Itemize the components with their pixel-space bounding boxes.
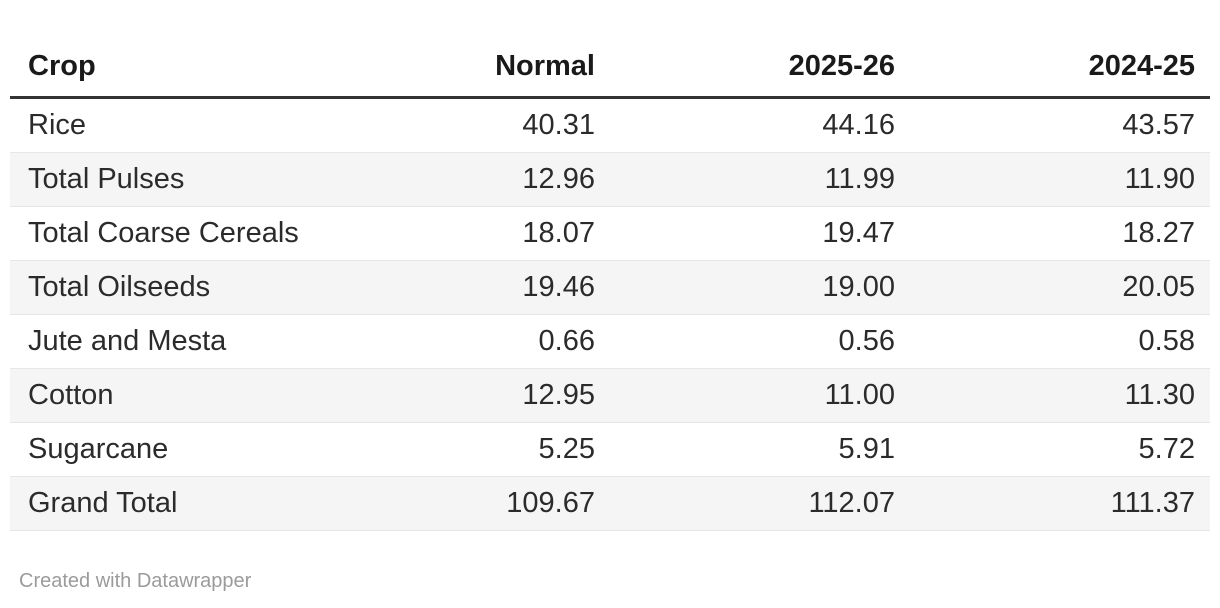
value-cell-normal: 5.25: [310, 422, 610, 477]
table-row-total-oilseeds: Total Oilseeds 19.46 19.00 20.05: [10, 260, 1210, 315]
value-cell-normal: 109.67: [310, 476, 610, 531]
table-container: Crop Normal 2025-26 2024-25 Rice 40.31 4…: [10, 0, 1210, 531]
row-label-cell: Cotton: [10, 368, 310, 423]
table-row-rice: Rice 40.31 44.16 43.57: [10, 97, 1210, 153]
row-label-cell: Total Oilseeds: [10, 260, 310, 315]
value-cell-2025-26: 44.16: [610, 97, 910, 153]
value-cell-normal: 0.66: [310, 314, 610, 369]
row-label-cell: Grand Total: [10, 476, 310, 531]
table-row-jute-and-mesta: Jute and Mesta 0.66 0.56 0.58: [10, 314, 1210, 369]
table-header: Crop Normal 2025-26 2024-25: [10, 0, 1210, 99]
row-label-cell: Jute and Mesta: [10, 314, 310, 369]
value-cell-2025-26: 11.99: [610, 152, 910, 207]
value-cell-2025-26: 19.00: [610, 260, 910, 315]
value-cell-normal: 40.31: [310, 97, 610, 153]
column-header-2025-26: 2025-26: [610, 0, 910, 99]
value-cell-2025-26: 5.91: [610, 422, 910, 477]
column-header-crop: Crop: [10, 0, 310, 99]
value-cell-2025-26: 19.47: [610, 206, 910, 261]
table-row-sugarcane: Sugarcane 5.25 5.91 5.72: [10, 422, 1210, 477]
value-cell-2024-25: 11.30: [910, 368, 1210, 423]
crop-data-table: Crop Normal 2025-26 2024-25 Rice 40.31 4…: [10, 0, 1210, 531]
table-row-total-pulses: Total Pulses 12.96 11.99 11.90: [10, 152, 1210, 207]
row-label-cell: Total Coarse Cereals: [10, 206, 310, 261]
attribution-footer: Created with Datawrapper: [19, 569, 1220, 593]
table-row-cotton: Cotton 12.95 11.00 11.30: [10, 368, 1210, 423]
column-header-2024-25: 2024-25: [910, 0, 1210, 99]
value-cell-2024-25: 43.57: [910, 97, 1210, 153]
row-label-cell: Rice: [10, 97, 310, 153]
value-cell-2025-26: 0.56: [610, 314, 910, 369]
row-label-cell: Sugarcane: [10, 422, 310, 477]
column-header-normal: Normal: [310, 0, 610, 99]
table-row-grand-total: Grand Total 109.67 112.07 111.37: [10, 476, 1210, 531]
table-body: Rice 40.31 44.16 43.57 Total Pulses 12.9…: [10, 97, 1210, 531]
value-cell-2024-25: 5.72: [910, 422, 1210, 477]
value-cell-2024-25: 0.58: [910, 314, 1210, 369]
value-cell-2024-25: 11.90: [910, 152, 1210, 207]
value-cell-2024-25: 111.37: [910, 476, 1210, 531]
value-cell-2024-25: 18.27: [910, 206, 1210, 261]
table-row-total-coarse-cereals: Total Coarse Cereals 18.07 19.47 18.27: [10, 206, 1210, 261]
value-cell-2025-26: 112.07: [610, 476, 910, 531]
value-cell-normal: 12.96: [310, 152, 610, 207]
value-cell-normal: 19.46: [310, 260, 610, 315]
value-cell-normal: 12.95: [310, 368, 610, 423]
header-row: Crop Normal 2025-26 2024-25: [10, 0, 1210, 99]
value-cell-2024-25: 20.05: [910, 260, 1210, 315]
value-cell-normal: 18.07: [310, 206, 610, 261]
value-cell-2025-26: 11.00: [610, 368, 910, 423]
row-label-cell: Total Pulses: [10, 152, 310, 207]
datawrapper-credit-link[interactable]: Created with Datawrapper: [19, 570, 252, 592]
